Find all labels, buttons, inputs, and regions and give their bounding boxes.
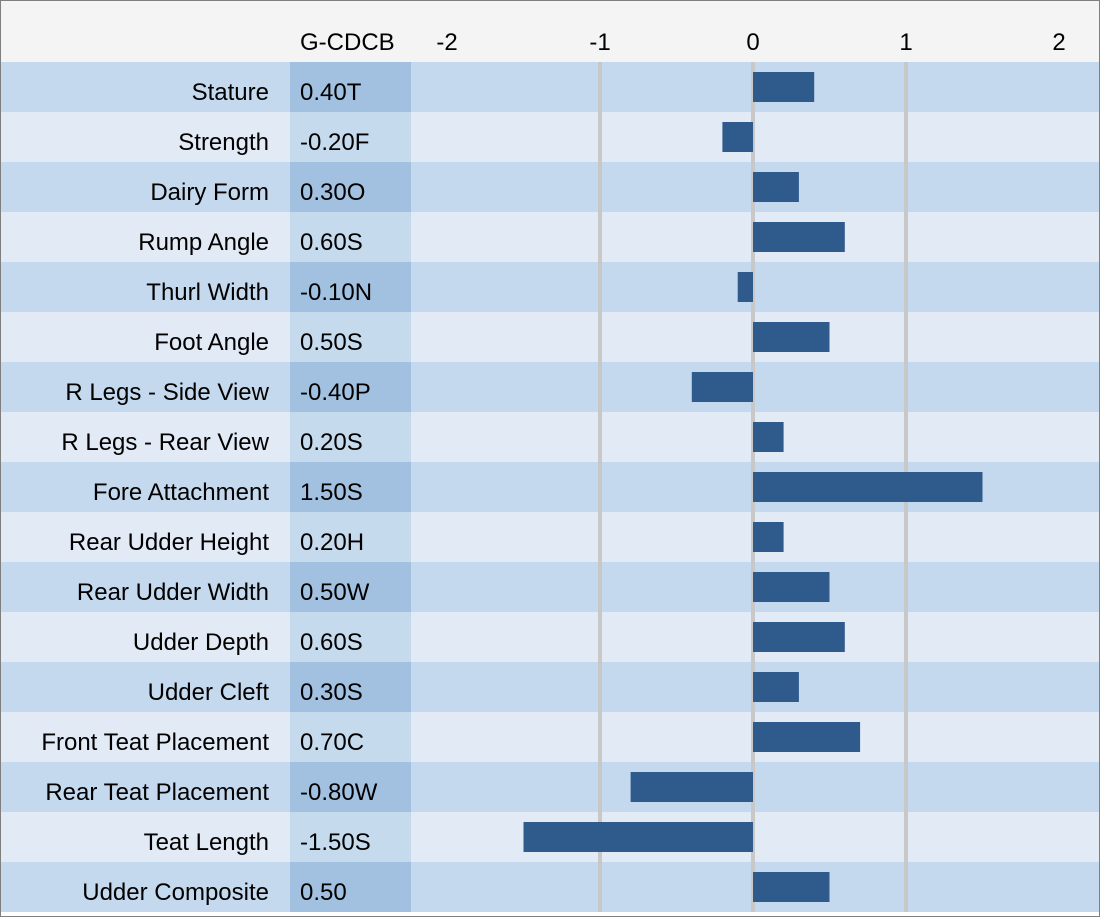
- category-label: R Legs - Rear View: [61, 429, 269, 456]
- bar: [523, 822, 753, 852]
- value-cell-background: [290, 412, 411, 462]
- x-tick-label: -1: [589, 29, 610, 56]
- value-label: 0.70C: [300, 729, 364, 756]
- value-cell-background: [290, 762, 411, 812]
- value-label: -0.40P: [300, 379, 371, 406]
- bar: [753, 522, 784, 552]
- value-cell-background: [290, 562, 411, 612]
- category-label: Rear Udder Width: [77, 579, 269, 606]
- category-label: Thurl Width: [146, 279, 269, 306]
- x-tick-label: 0: [746, 29, 759, 56]
- bar: [753, 572, 830, 602]
- row-background: [1, 312, 1099, 362]
- bar: [753, 422, 784, 452]
- category-label: Teat Length: [144, 829, 269, 856]
- value-column-header: G-CDCB: [300, 29, 395, 56]
- category-label: Stature: [192, 79, 269, 106]
- value-cell-background: [290, 312, 411, 362]
- value-label: 0.50: [300, 879, 347, 906]
- bar: [753, 872, 830, 902]
- value-label: 0.60S: [300, 629, 363, 656]
- category-label: Udder Depth: [133, 629, 269, 656]
- bar: [753, 672, 799, 702]
- row-background: [1, 262, 1099, 312]
- x-tick-label: 1: [899, 29, 912, 56]
- bar: [722, 122, 753, 152]
- value-cell-background: [290, 712, 411, 762]
- category-label: Dairy Form: [150, 179, 269, 206]
- value-label: 0.50W: [300, 579, 370, 606]
- bar: [630, 772, 753, 802]
- value-cell-background: [290, 62, 411, 112]
- row-background: [1, 712, 1099, 762]
- category-label: Rear Udder Height: [69, 529, 269, 556]
- category-label: Foot Angle: [154, 329, 269, 356]
- value-cell-background: [290, 812, 411, 862]
- bar: [737, 272, 753, 302]
- x-tick-label: -2: [436, 29, 457, 56]
- ticks-layer: -2 -1 0 1 2: [436, 29, 1065, 56]
- value-cell-background: [290, 112, 411, 162]
- value-cell-background: [290, 512, 411, 562]
- row-background: [1, 362, 1099, 412]
- value-label: 0.20H: [300, 529, 364, 556]
- value-label: 0.60S: [300, 229, 363, 256]
- value-label: -0.20F: [300, 129, 369, 156]
- category-label: Front Teat Placement: [41, 729, 269, 756]
- labels-layer: Stature 0.40T Strength -0.20F Dairy Form 0.30…: [41, 79, 377, 906]
- row-background: [1, 412, 1099, 462]
- value-cell-background: [290, 862, 411, 912]
- category-label: R Legs - Side View: [65, 379, 269, 406]
- category-label: Udder Cleft: [148, 679, 270, 706]
- bar: [753, 222, 845, 252]
- row-background: [1, 62, 1099, 112]
- value-label: 1.50S: [300, 479, 363, 506]
- row-background: [1, 862, 1099, 912]
- bar: [753, 322, 830, 352]
- value-label: 0.30S: [300, 679, 363, 706]
- value-label: -0.80W: [300, 779, 378, 806]
- value-label: 0.40T: [300, 79, 362, 106]
- row-background: [1, 162, 1099, 212]
- category-label: Rump Angle: [138, 229, 269, 256]
- value-cell-background: [290, 612, 411, 662]
- row-background: [1, 762, 1099, 812]
- category-label: Rear Teat Placement: [45, 779, 269, 806]
- value-cell-background: [290, 162, 411, 212]
- row-background: [1, 612, 1099, 662]
- header-background: [1, 1, 1099, 62]
- row-background: [1, 112, 1099, 162]
- category-label: Udder Composite: [82, 879, 269, 906]
- x-tick-label: 2: [1052, 29, 1065, 56]
- category-label: Fore Attachment: [93, 479, 269, 506]
- value-label: 0.30O: [300, 179, 365, 206]
- bar: [753, 722, 861, 752]
- value-label: -1.50S: [300, 829, 371, 856]
- row-background: [1, 562, 1099, 612]
- bar: [753, 172, 799, 202]
- value-label: 0.20S: [300, 429, 363, 456]
- value-cell-background: [290, 262, 411, 312]
- category-label: Strength: [178, 129, 269, 156]
- bar: [753, 72, 815, 102]
- row-background: [1, 662, 1099, 712]
- value-label: 0.50S: [300, 329, 363, 356]
- value-cell-background: [290, 662, 411, 712]
- value-cell-background: [290, 362, 411, 412]
- value-label: -0.10N: [300, 279, 372, 306]
- row-background: [1, 512, 1099, 562]
- value-cell-background: [290, 462, 411, 512]
- value-cell-background: [290, 212, 411, 262]
- bar: [753, 622, 845, 652]
- bar: [691, 372, 753, 402]
- bars-layer: [523, 72, 983, 902]
- bar: [753, 472, 983, 502]
- row-background: [1, 212, 1099, 262]
